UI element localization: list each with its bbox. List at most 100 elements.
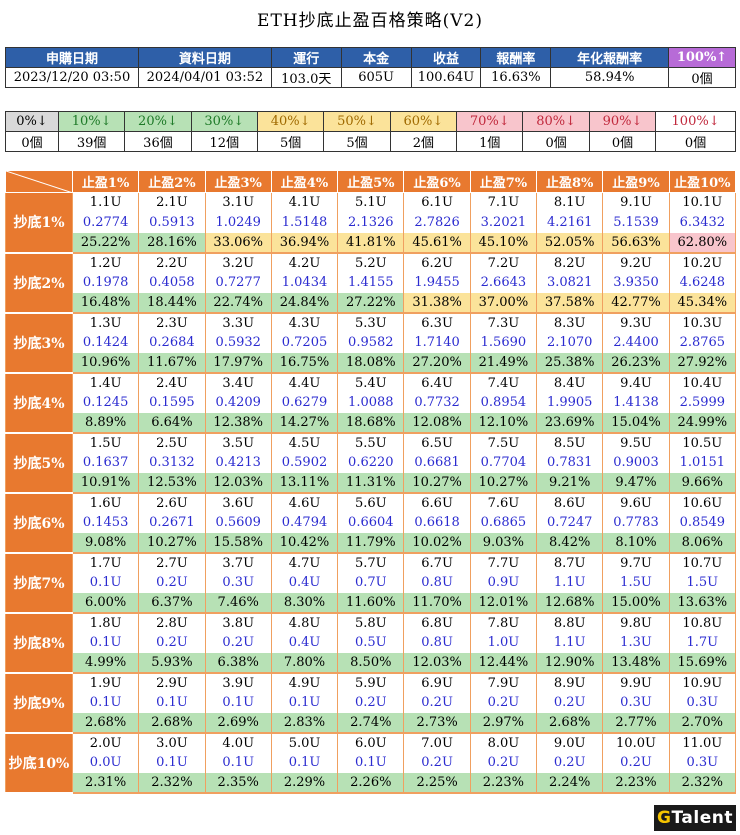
grid-return-cell: 45.10% (469, 232, 538, 254)
grid-profit-cell: 0.1U (138, 692, 206, 713)
grid-return-cell: 62.80% (668, 232, 737, 254)
grid-amount-cell: 8.0U (469, 732, 538, 753)
grid-profit-cell: 3.2021 (469, 212, 538, 233)
grid-return-cell: 12.38% (204, 412, 272, 434)
grid-return-cell: 27.92% (668, 352, 737, 374)
grid-return-cell: 11.70% (403, 592, 471, 614)
grid-amount-cell: 6.9U (403, 672, 471, 693)
grid-profit-cell: 2.7826 (403, 212, 471, 233)
distribution-count: 0個 (588, 131, 657, 152)
grid-return-cell: 12.90% (536, 652, 604, 674)
grid-profit-cell: 2.8765 (668, 332, 737, 353)
distribution-label: 20%↓ (124, 111, 192, 132)
grid-profit-cell: 0.1U (71, 692, 140, 713)
grid-amount-cell: 11.0U (668, 732, 737, 753)
summary-value-row: 2023/12/20 03:50 2024/04/01 03:52 103.0天… (5, 67, 736, 88)
grid-profit-cell: 0.8U (403, 632, 471, 653)
grid-profit-cell: 5.1539 (602, 212, 670, 233)
grid-return-cell: 2.29% (270, 772, 339, 794)
summary-earnings: 100.64U (410, 67, 482, 88)
grid-return-cell: 18.44% (138, 292, 206, 314)
grid-amount-cell: 6.3U (403, 312, 471, 333)
grid-profit-cell: 0.5609 (204, 512, 272, 533)
grid-amount-cell: 3.4U (204, 372, 272, 393)
grid-profit-cell: 0.9003 (602, 452, 670, 473)
corner-diagonal (6, 171, 71, 192)
grid-profit-cell: 0.6220 (337, 452, 405, 473)
grid-profit-cell: 0.4U (270, 572, 339, 593)
grid-profit-cell: 0.1U (337, 752, 405, 773)
grid-return-cell: 45.61% (403, 232, 471, 254)
gtalent-logo: G Talent (654, 805, 736, 831)
distribution-count: 2個 (389, 131, 458, 152)
grid-return-cell: 10.27% (469, 472, 538, 494)
grid-amount-cell: 4.8U (270, 612, 339, 633)
distribution-table: 0%↓ 10%↓ 20%↓ 30%↓ 40%↓ 50%↓ 60%↓ 70%↓ 80%↓ 90%↓ 1… (5, 111, 736, 152)
grid-amount-cell: 7.7U (469, 552, 538, 573)
grid-return-cell: 31.38% (403, 292, 471, 314)
grid-profit-row: 0.1637 0.3132 0.4213 0.5902 0.6220 0.6681 0.77… (6, 452, 737, 473)
grid-return-cell: 10.42% (270, 532, 339, 554)
grid-return-cell: 8.30% (270, 592, 339, 614)
grid-amount-cell: 10.0U (602, 732, 670, 753)
grid-return-cell: 24.99% (668, 412, 737, 434)
grid-profit-cell: 1.0151 (668, 452, 737, 473)
grid-amount-cell: 10.3U (668, 312, 737, 333)
grid-return-cell: 8.10% (602, 532, 670, 554)
grid-profit-cell: 3.9350 (602, 272, 670, 293)
grid-amount-cell: 6.4U (403, 372, 471, 393)
grid-amount-cell: 4.1U (270, 192, 339, 213)
grid-profit-cell: 0.3U (204, 572, 272, 593)
grid-return-cell: 12.10% (469, 412, 538, 434)
grid-return-cell: 14.27% (270, 412, 339, 434)
grid-return-cell: 11.79% (337, 532, 405, 554)
grid-return-cell: 56.63% (602, 232, 670, 254)
grid-amount-cell: 4.2U (270, 252, 339, 273)
grid-return-cell: 7.46% (204, 592, 272, 614)
grid-profit-cell: 0.1453 (71, 512, 140, 533)
grid-profit-cell: 0.1U (270, 692, 339, 713)
grid-profit-cell: 0.7831 (536, 452, 604, 473)
page-title: ETH抄底止盈百格策略(V2) (257, 11, 483, 31)
grid-profit-cell: 0.8U (403, 572, 471, 593)
grid-profit-cell: 0.1U (270, 752, 339, 773)
grid-return-cell: 2.83% (270, 712, 339, 734)
grid-return-cell: 12.03% (403, 652, 471, 674)
grid-amount-cell: 1.3U (71, 312, 140, 333)
grid-return-cell: 10.96% (71, 352, 140, 374)
grid-amount-cell: 9.4U (602, 372, 670, 393)
grid-return-cell: 5.93% (138, 652, 206, 674)
grid-amount-cell: 5.4U (337, 372, 405, 393)
grid-return-row: 8.89% 6.64% 12.38% 14.27% 18.68% 12.08% 12.10%… (6, 412, 737, 434)
grid-return-cell: 2.23% (469, 772, 538, 794)
grid-profit-cell: 1.1U (536, 632, 604, 653)
grid-return-cell: 9.21% (536, 472, 604, 494)
grid-return-cell: 2.32% (138, 772, 206, 794)
grid-profit-cell: 0.2774 (71, 212, 140, 233)
grid-profit-cell: 0.2U (469, 752, 538, 773)
grid-row-header: 抄底6% (5, 492, 73, 554)
grid-profit-cell: 0.7732 (403, 392, 471, 413)
grid-amount-cell: 3.3U (204, 312, 272, 333)
grid-profit-cell: 0.4209 (204, 392, 272, 413)
grid-header-row: 止盈1% 止盈2% 止盈3% 止盈4% 止盈5% 止盈6% 止盈7% 止盈8% 止盈9% 止盈10… (5, 170, 737, 193)
grid-amount-cell: 3.5U (204, 432, 272, 453)
grid-profit-cell: 0.4U (270, 632, 339, 653)
grid-return-cell: 2.70% (668, 712, 737, 734)
grid-amount-cell: 8.5U (536, 432, 604, 453)
grid-return-row: 10.96% 11.67% 17.97% 16.75% 18.08% 27.20% 21.4… (6, 352, 737, 374)
grid-amount-cell: 7.8U (469, 612, 538, 633)
distribution-count: 39個 (57, 131, 126, 152)
grid-return-cell: 18.08% (337, 352, 405, 374)
grid-amount-cell: 3.9U (204, 672, 272, 693)
grid-amount-cell: 1.6U (71, 492, 140, 513)
grid-profit-cell: 6.3432 (668, 212, 737, 233)
grid-profit-row: 0.1U 0.1U 0.1U 0.1U 0.2U 0.2U 0.2U 0.2U 0.3U 0.3U (6, 692, 737, 713)
grid-amount-cell: 10.4U (668, 372, 737, 393)
grid-profit-cell: 1.0088 (337, 392, 405, 413)
distribution-count: 0個 (5, 131, 59, 152)
grid-return-cell: 7.80% (270, 652, 339, 674)
grid-col-header: 止盈6% (403, 170, 471, 193)
grid-return-cell: 2.68% (71, 712, 140, 734)
grid-return-cell: 22.74% (204, 292, 272, 314)
